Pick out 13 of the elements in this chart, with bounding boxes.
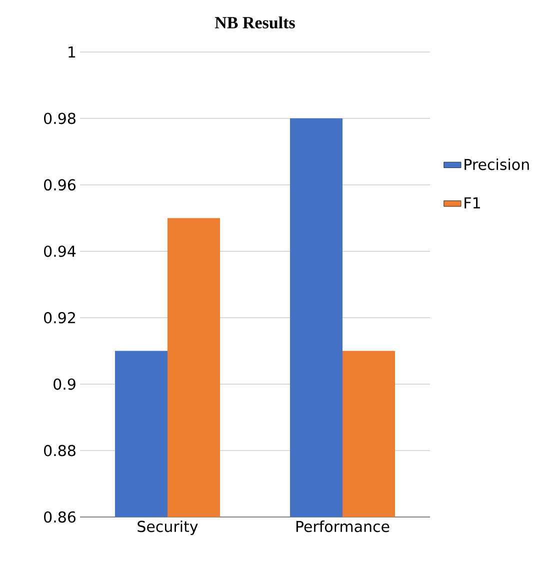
y-tick-label: 1 — [68, 46, 76, 58]
chart-title: NB Results — [214, 16, 295, 28]
y-tick-label: 0.94 — [44, 246, 76, 257]
y-tick-label: 0.9 — [54, 378, 76, 390]
legend-label: F1 — [464, 197, 480, 208]
y-tick-label: 0.88 — [44, 444, 76, 456]
x-tick-label: Performance — [296, 520, 390, 532]
y-tick-label: 0.86 — [44, 511, 76, 523]
legend-label: Precision — [464, 158, 529, 170]
y-tick-label: 0.98 — [44, 112, 76, 124]
x-tick-label: Security — [138, 520, 198, 536]
y-tick-label: 0.96 — [44, 179, 76, 191]
y-tick-label: 0.92 — [44, 312, 75, 324]
